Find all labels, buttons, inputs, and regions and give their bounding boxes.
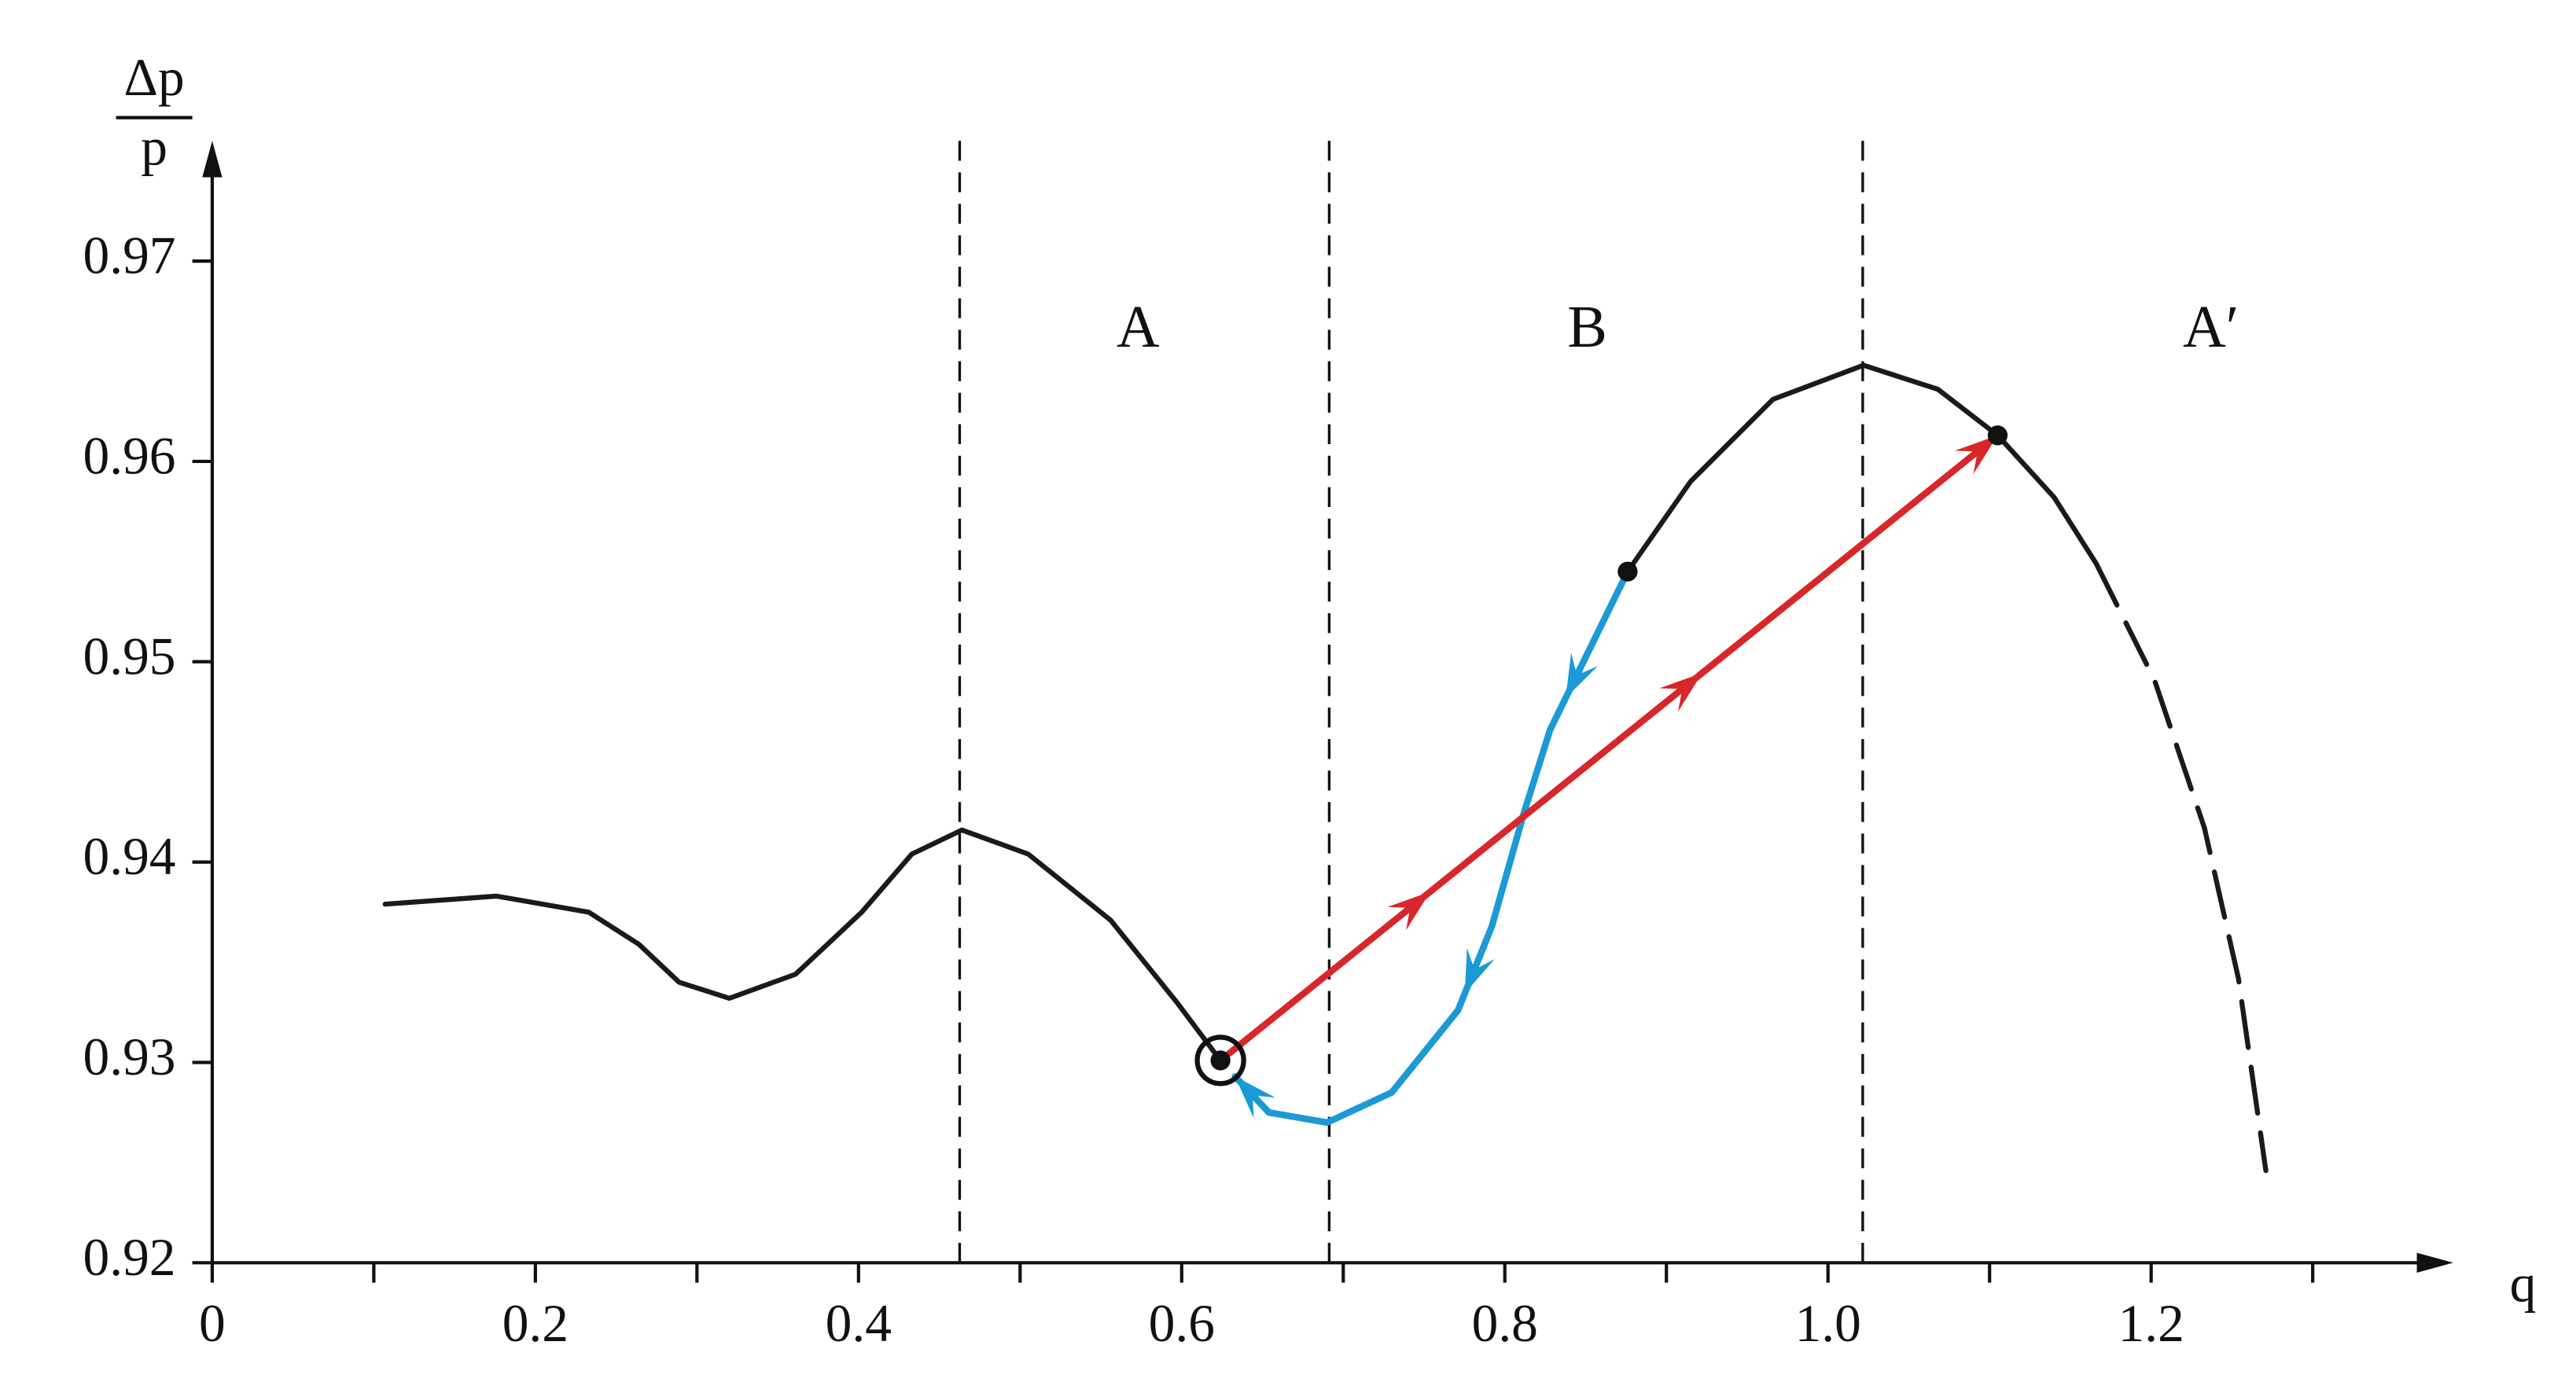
curve xyxy=(382,362,2099,1064)
arrow-head xyxy=(1464,947,1495,994)
curve xyxy=(1216,432,2001,1064)
arrow-head xyxy=(1235,1076,1275,1119)
point xyxy=(1617,561,1638,582)
region-label: A xyxy=(1117,294,1160,360)
arrow-head xyxy=(1659,672,1702,712)
arrow-head xyxy=(1566,652,1599,699)
region-label: A′ xyxy=(2183,294,2239,360)
y-label-numerator: Δp xyxy=(124,48,185,107)
y-label-denominator: p xyxy=(141,117,167,176)
y-tick-label: 0.93 xyxy=(83,1027,176,1086)
y-tick-label: 0.95 xyxy=(83,627,176,685)
x-tick-label: 0.2 xyxy=(502,1294,569,1353)
y-axis-arrow xyxy=(202,141,223,178)
y-tick-label: 0.96 xyxy=(83,426,176,485)
curve xyxy=(1231,568,1632,1127)
x-tick-label: 0.4 xyxy=(826,1294,892,1353)
point xyxy=(1987,425,2008,446)
y-tick-label: 0.94 xyxy=(83,827,176,886)
x-axis-arrow xyxy=(2416,1252,2453,1273)
curve xyxy=(2093,561,2269,1174)
region-label: B xyxy=(1567,294,1607,360)
arrow-head xyxy=(1387,891,1430,931)
arrow-head xyxy=(1954,435,1998,474)
x-tick-label: 1.0 xyxy=(1795,1294,1861,1353)
y-tick-label: 0.97 xyxy=(83,226,176,285)
x-label: q xyxy=(2510,1255,2537,1314)
x-tick-label: 0.6 xyxy=(1149,1294,1215,1353)
x-tick-label: 0 xyxy=(199,1294,226,1353)
point xyxy=(1210,1050,1231,1071)
y-tick-label: 0.92 xyxy=(83,1228,176,1287)
x-tick-label: 1.2 xyxy=(2118,1294,2184,1353)
x-tick-label: 0.8 xyxy=(1472,1294,1538,1353)
point-ring xyxy=(1194,1035,1246,1086)
